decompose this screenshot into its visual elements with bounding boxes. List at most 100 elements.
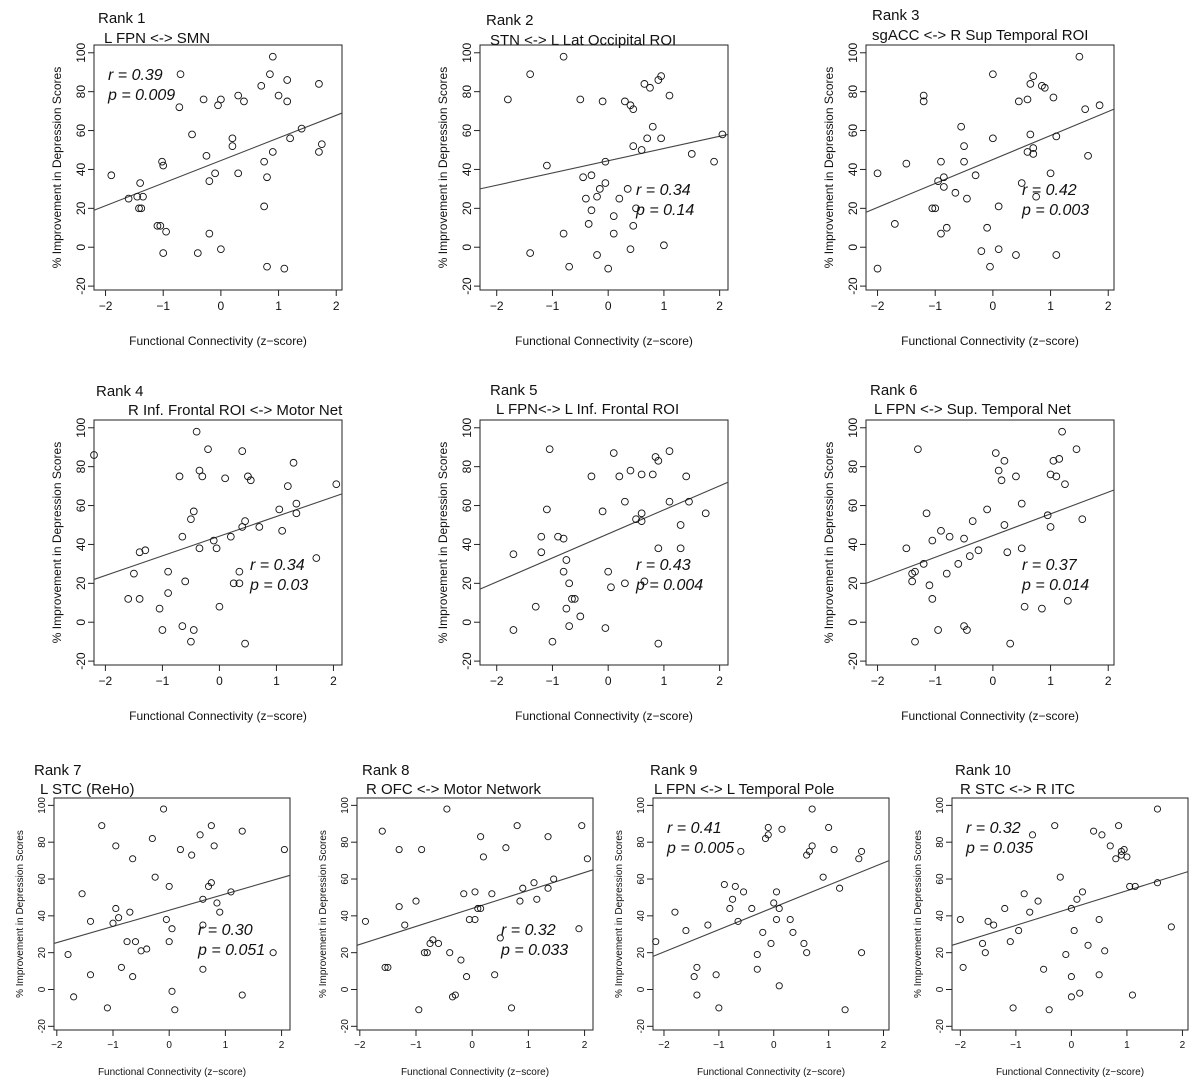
y-tick-label: 100 bbox=[935, 797, 946, 814]
data-point bbox=[361, 917, 369, 925]
p-value-label: p = 0.004 bbox=[635, 577, 703, 594]
data-point bbox=[587, 171, 596, 180]
data-point bbox=[210, 842, 218, 850]
data-point bbox=[443, 805, 451, 813]
data-point bbox=[1029, 72, 1038, 80]
y-tick-label: 60 bbox=[74, 124, 88, 138]
data-point bbox=[997, 476, 1006, 485]
data-point bbox=[1067, 904, 1075, 913]
data-point bbox=[778, 825, 786, 833]
data-point bbox=[543, 505, 551, 514]
x-axis-label: Functional Connectivity (z−score) bbox=[401, 1067, 549, 1078]
data-point bbox=[103, 1004, 111, 1012]
data-point bbox=[951, 188, 960, 197]
data-point bbox=[491, 971, 499, 979]
r-value-label: r = 0.32 bbox=[966, 820, 1021, 837]
panel-subtitle: L FPN <-> Sup. Temporal Net bbox=[874, 401, 1072, 418]
data-point bbox=[621, 497, 629, 506]
data-point bbox=[465, 915, 473, 924]
p-value-label: p = 0.035 bbox=[965, 840, 1033, 857]
plot-frame bbox=[479, 419, 729, 666]
data-point bbox=[175, 472, 184, 481]
data-point bbox=[805, 847, 813, 855]
data-point bbox=[1076, 989, 1084, 997]
data-point bbox=[477, 833, 485, 841]
data-point bbox=[914, 445, 922, 454]
r-value-label: r = 0.39 bbox=[108, 67, 163, 84]
data-point bbox=[983, 223, 991, 232]
x-tick-label: 1 bbox=[661, 299, 668, 313]
data-point bbox=[317, 140, 326, 149]
data-point bbox=[1046, 470, 1055, 479]
regression-line bbox=[479, 133, 729, 190]
data-point bbox=[654, 544, 663, 553]
data-point bbox=[1006, 938, 1014, 946]
y-tick-label: -20 bbox=[37, 1019, 48, 1034]
data-point bbox=[731, 882, 739, 890]
data-point bbox=[825, 823, 833, 832]
panel-subtitle: R STC <-> R ITC bbox=[960, 781, 1075, 798]
plot-frame bbox=[53, 797, 291, 1031]
data-point bbox=[1043, 511, 1052, 520]
data-point bbox=[1052, 472, 1061, 481]
data-point bbox=[623, 185, 632, 193]
data-point bbox=[176, 846, 184, 854]
data-point bbox=[1001, 904, 1009, 913]
data-point bbox=[159, 249, 168, 257]
data-point bbox=[1064, 596, 1072, 605]
data-point bbox=[548, 637, 557, 646]
data-point bbox=[726, 904, 734, 913]
data-point bbox=[274, 91, 283, 100]
data-point bbox=[168, 987, 176, 995]
data-point bbox=[488, 890, 496, 898]
data-point bbox=[137, 204, 146, 213]
y-tick-label: 60 bbox=[636, 873, 647, 885]
data-point bbox=[228, 142, 237, 150]
y-tick-label: -20 bbox=[846, 652, 860, 670]
data-point bbox=[1078, 888, 1087, 896]
data-point bbox=[937, 157, 945, 166]
data-point bbox=[601, 624, 610, 632]
panel-rank-6: Rank 6L FPN <-> Sup. Temporal Net-200204… bbox=[822, 382, 1115, 723]
data-point bbox=[181, 577, 190, 586]
x-tick-label: 1 bbox=[1124, 1040, 1130, 1051]
y-tick-label: 0 bbox=[74, 244, 88, 251]
data-point bbox=[260, 157, 268, 166]
panel-rank-label: Rank 4 bbox=[96, 383, 144, 400]
r-value-label: r = 0.42 bbox=[1022, 182, 1077, 199]
data-point bbox=[1017, 179, 1026, 187]
data-point bbox=[710, 157, 718, 166]
data-point bbox=[637, 146, 646, 154]
y-tick-label: -20 bbox=[636, 1019, 647, 1034]
data-point bbox=[139, 192, 147, 201]
r-value-label: r = 0.41 bbox=[667, 820, 722, 837]
data-point bbox=[660, 241, 668, 250]
data-point bbox=[1014, 97, 1023, 106]
data-point bbox=[241, 517, 249, 525]
y-tick-label: 100 bbox=[846, 42, 860, 62]
data-point bbox=[911, 567, 919, 576]
panel-subtitle: L FPN <-> SMN bbox=[104, 30, 210, 47]
y-tick-label: 60 bbox=[460, 499, 474, 513]
data-point bbox=[963, 194, 971, 203]
data-point bbox=[238, 827, 246, 835]
data-point bbox=[841, 1006, 849, 1014]
data-point bbox=[770, 899, 778, 907]
x-tick-label: 0 bbox=[605, 299, 612, 313]
x-tick-label: −1 bbox=[546, 299, 560, 313]
data-point bbox=[712, 971, 720, 979]
data-point bbox=[266, 70, 274, 79]
data-point bbox=[968, 517, 977, 525]
plot-frame bbox=[652, 797, 890, 1031]
y-tick-label: 60 bbox=[340, 873, 351, 885]
panel-subtitle: sgACC <-> R Sup Temporal ROI bbox=[872, 27, 1088, 44]
data-point bbox=[162, 915, 170, 924]
data-point bbox=[764, 823, 772, 832]
data-point bbox=[598, 97, 607, 106]
data-point bbox=[332, 480, 341, 489]
data-point bbox=[112, 904, 120, 913]
data-point bbox=[1075, 52, 1084, 61]
plot-frame bbox=[356, 797, 594, 1031]
data-point bbox=[643, 134, 652, 143]
data-point bbox=[1029, 150, 1038, 158]
